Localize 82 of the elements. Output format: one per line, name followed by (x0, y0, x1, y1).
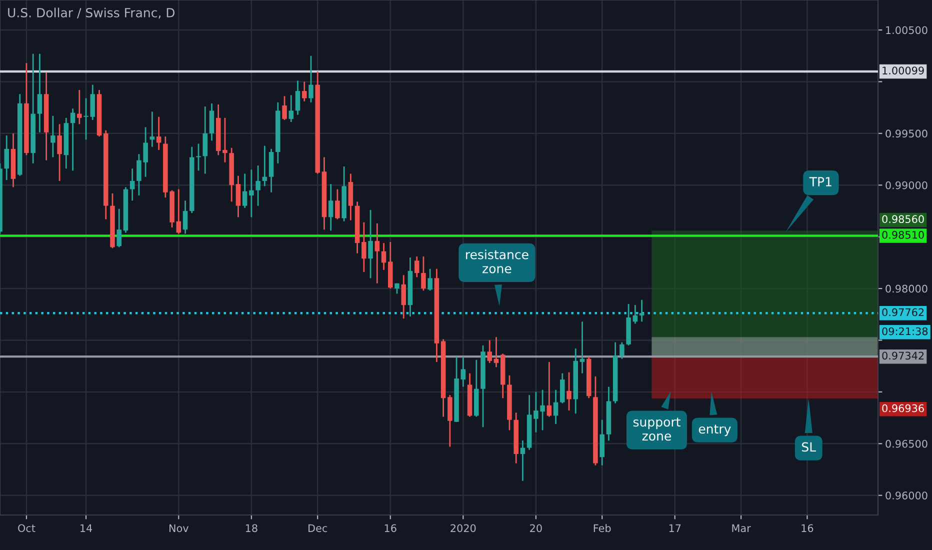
x-tick-label: Dec (308, 524, 328, 532)
candlestick (620, 342, 624, 360)
text: U.S. Dollar / Swiss Franc, D (8, 8, 175, 19)
candlestick (639, 299, 644, 322)
candlestick (288, 94, 294, 123)
x-tick-label: 16 (384, 524, 396, 532)
y-tick-label: 0.99000 (886, 181, 928, 190)
x-tick-label: 2020 (450, 524, 476, 532)
annotation: SL (802, 442, 816, 452)
candlestick (130, 168, 135, 202)
candlestick (460, 356, 466, 388)
candlestick (401, 274, 406, 320)
candlestick (632, 304, 638, 324)
candlestick (546, 361, 552, 418)
candlestick (256, 164, 260, 206)
y-tick-label: 0.98000 (886, 284, 928, 293)
candlestick (209, 102, 214, 142)
y-tick-label: 1.00500 (886, 26, 928, 34)
candlestick (50, 115, 56, 158)
text: 09:21:38 (882, 327, 928, 336)
candlestick (242, 173, 248, 209)
candlestick (348, 173, 354, 221)
candlestick (249, 168, 254, 218)
y-tick-label: 0.96500 (886, 440, 928, 448)
candlestick (448, 394, 452, 448)
candlestick (487, 340, 492, 364)
x-tick-label: 17 (669, 524, 681, 532)
ref-line-label: 1.00099 (882, 66, 924, 74)
candlestick (328, 183, 334, 232)
x-tick-label: 16 (802, 524, 814, 532)
candlestick (282, 95, 287, 121)
annotation: entry (698, 424, 731, 436)
candlestick (262, 145, 268, 187)
candlestick (414, 256, 420, 278)
x-tick-label: Oct (18, 524, 36, 532)
candlestick (428, 268, 432, 292)
candlestick (77, 89, 82, 125)
candlestick (116, 208, 122, 248)
x-tick-label: Feb (594, 524, 611, 532)
candlestick (494, 336, 499, 368)
candlestick (150, 110, 155, 148)
candlestick (57, 123, 62, 182)
y-tick-label: 0.96000 (886, 492, 928, 500)
candlestick (202, 106, 208, 174)
candlestick (196, 143, 201, 172)
ref-line-label: 0.97342 (882, 352, 924, 360)
candlestick (520, 440, 526, 482)
candlestick (566, 372, 572, 412)
x-tick-label: 18 (246, 524, 258, 532)
x-tick-label: 14 (80, 524, 92, 532)
candlestick (37, 53, 42, 134)
candlestick (222, 117, 228, 164)
candlestick (182, 200, 188, 234)
candlestick (580, 320, 585, 374)
candlestick (381, 242, 386, 271)
candlestick (421, 256, 426, 292)
candlestick (374, 222, 380, 284)
candlestick (560, 372, 565, 404)
ref-line-label: 0.98510 (882, 230, 924, 239)
candlestick (600, 419, 604, 466)
candlestick (176, 188, 182, 234)
band-label: 0.96936 (882, 404, 924, 412)
candlestick (302, 81, 307, 102)
x-tick-label: 20 (530, 524, 542, 532)
candlestick (295, 80, 300, 116)
ref-line-label: 0.97762 (882, 308, 924, 316)
candlestick (156, 116, 162, 151)
candlestick (70, 108, 76, 172)
candlestick (368, 209, 373, 279)
candlestick (4, 134, 9, 181)
x-tick-label: Mar (732, 524, 751, 532)
x-tick-label: Nov (170, 524, 188, 532)
annotation: TP1 (809, 177, 832, 186)
y-tick-label: 0.99500 (886, 130, 928, 138)
band-label: 0.98560 (882, 215, 924, 224)
annotation: resistance zone (466, 250, 528, 274)
candlestick (236, 175, 241, 218)
annotation: support zone (633, 418, 680, 441)
candlestick (335, 188, 340, 220)
candlestick (362, 222, 366, 273)
candlestick (553, 389, 558, 425)
candlestick (308, 55, 314, 104)
